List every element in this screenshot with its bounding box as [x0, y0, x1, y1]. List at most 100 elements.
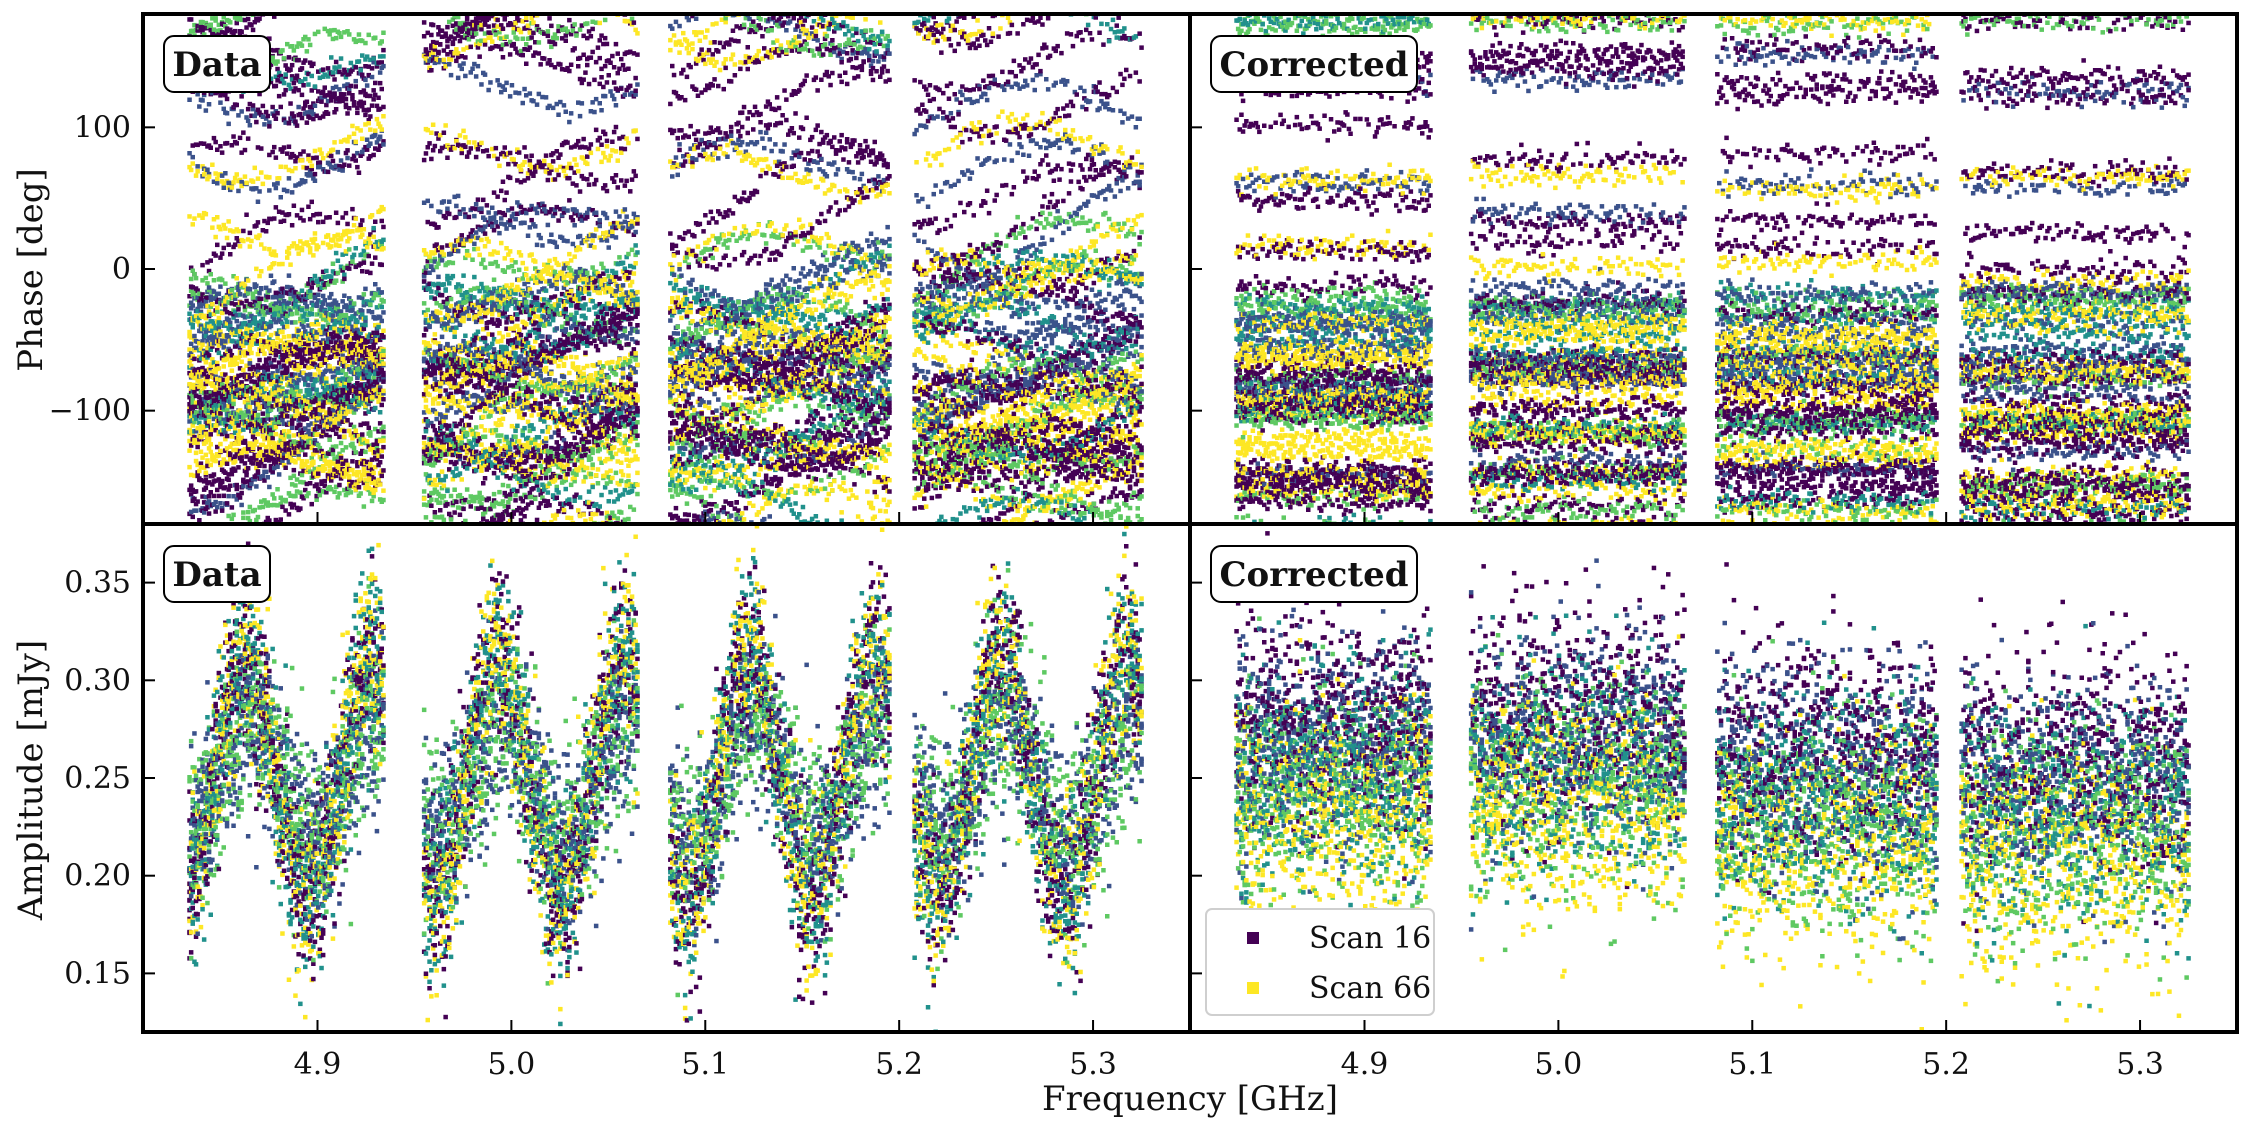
data-point [433, 296, 438, 301]
data-point [223, 339, 228, 344]
data-point [350, 207, 355, 212]
data-point [314, 155, 319, 160]
data-point [316, 471, 321, 476]
data-point [329, 154, 334, 159]
data-point [251, 28, 256, 33]
data-point [381, 329, 386, 334]
data-point [241, 229, 246, 234]
data-point [370, 66, 375, 71]
data-point [354, 158, 359, 163]
data-point [189, 277, 194, 282]
data-point [272, 358, 277, 363]
data-point [336, 221, 341, 226]
data-point [269, 333, 274, 338]
data-point [217, 292, 222, 297]
data-point [306, 205, 311, 210]
data-point [334, 60, 339, 64]
data-point [275, 67, 280, 72]
data-point [233, 29, 238, 34]
data-point [429, 33, 434, 38]
data-point [225, 111, 230, 116]
data-point [324, 103, 329, 108]
data-point [313, 231, 318, 236]
data-point [301, 149, 306, 154]
data-point [259, 297, 264, 302]
data-point [285, 370, 290, 375]
data-point [279, 105, 284, 110]
data-point [238, 495, 243, 500]
data-point [342, 273, 347, 278]
data-point [318, 424, 323, 429]
data-point [257, 358, 262, 363]
data-point [288, 101, 293, 106]
data-point [357, 59, 362, 64]
data-point [321, 404, 326, 409]
data-point [215, 505, 220, 510]
data-point [431, 148, 436, 153]
data-point [256, 220, 261, 225]
data-point [336, 259, 341, 264]
data-point [218, 227, 223, 232]
data-point [313, 179, 318, 184]
data-point [426, 145, 431, 150]
data-point [298, 423, 303, 428]
data-point [321, 67, 326, 72]
data-point [238, 244, 243, 249]
data-point [429, 131, 434, 136]
data-point [246, 510, 251, 515]
data-point [236, 307, 241, 312]
data-point [300, 116, 305, 121]
data-point [344, 97, 349, 102]
data-point [249, 351, 254, 356]
data-point [191, 222, 196, 227]
data-point [191, 323, 196, 328]
data-point [279, 195, 284, 200]
data-point [220, 508, 225, 513]
data-point [241, 427, 246, 432]
data-point [236, 113, 241, 118]
data-point [381, 389, 386, 394]
data-point [371, 97, 376, 102]
data-point [207, 438, 212, 443]
data-point [345, 418, 350, 423]
data-point [217, 351, 222, 356]
data-point [209, 432, 214, 437]
data-point [381, 105, 386, 110]
data-point [275, 181, 280, 186]
data-point [321, 294, 326, 299]
data-point [300, 66, 305, 71]
data-point [209, 442, 214, 447]
data-point [329, 340, 334, 345]
data-point [204, 471, 209, 476]
data-point [354, 79, 359, 84]
data-point [244, 181, 249, 186]
data-point [212, 472, 217, 477]
data-point [248, 244, 253, 249]
data-point [266, 367, 271, 372]
data-point [298, 112, 303, 117]
data-point [305, 100, 310, 105]
data-point [298, 506, 303, 511]
data-point [305, 459, 310, 464]
data-point [318, 493, 323, 498]
data-point [347, 266, 352, 271]
data-point [424, 151, 429, 156]
data-point [261, 317, 266, 322]
data-point [215, 181, 220, 186]
data-point [192, 357, 197, 362]
data-point [365, 147, 370, 152]
data-point [282, 81, 287, 86]
data-point [272, 145, 277, 150]
data-point [283, 466, 288, 471]
data-point [200, 98, 205, 103]
data-point [296, 105, 301, 110]
data-point [378, 410, 383, 415]
data-point [274, 84, 279, 89]
data-point [365, 439, 370, 444]
data-point [264, 470, 269, 475]
data-point [349, 84, 354, 89]
data-point [358, 68, 363, 73]
data-point [239, 360, 244, 365]
data-point [210, 163, 215, 168]
data-point [228, 252, 233, 257]
